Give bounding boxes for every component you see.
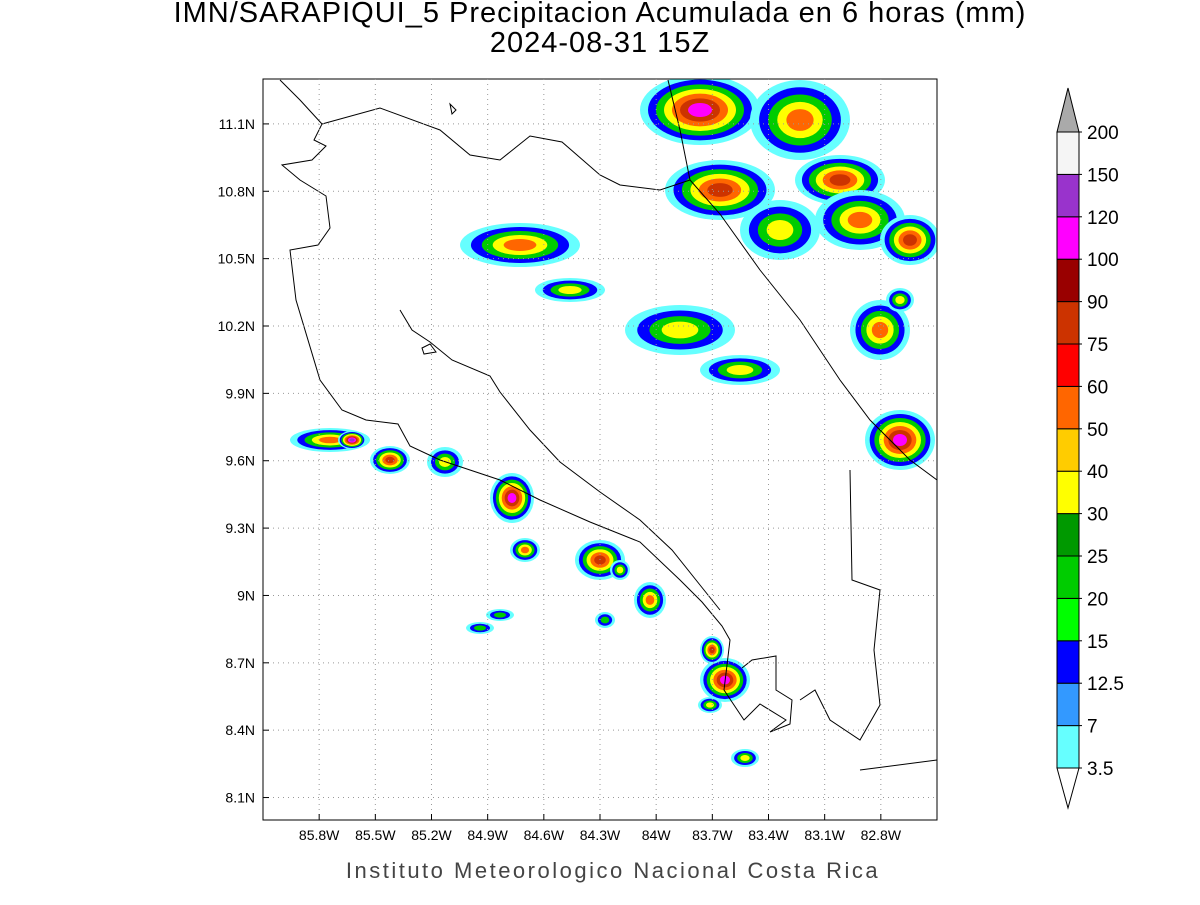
y-tick-label: 8.4N [225, 722, 255, 738]
colorbar-swatch [1056, 725, 1080, 769]
chart-subtitle: 2024-08-31 15Z [490, 27, 710, 59]
colorbar-label: 75 [1087, 335, 1108, 356]
precip-contour [503, 239, 537, 251]
border [321, 107, 691, 191]
precip-contour [645, 595, 655, 605]
colorbar-label: 40 [1087, 462, 1108, 483]
colorbar-swatch [1056, 258, 1080, 303]
colorbar-swatch [1056, 555, 1080, 599]
colorbar-swatch [1056, 131, 1080, 175]
colorbar-label: 90 [1087, 293, 1108, 314]
footer: Instituto Meteorologico Nacional Costa R… [346, 858, 880, 883]
y-tick-label: 8.7N [225, 655, 255, 671]
colorbar-swatch [1056, 597, 1080, 642]
coastline [399, 309, 721, 611]
precip-contour [494, 612, 506, 618]
x-tick-label: 84.3W [580, 827, 621, 843]
colorbar-swatch [1056, 343, 1080, 387]
colorbar-swatch [1056, 428, 1080, 472]
precip-contour [558, 286, 582, 294]
x-tick-label: 83.4W [748, 827, 789, 843]
colorbar-label: 200 [1087, 123, 1119, 144]
y-tick-label: 10.8N [218, 183, 255, 199]
colorbar-swatch [1056, 301, 1080, 345]
x-tick-label: 83.7W [692, 827, 733, 843]
precip-contour [829, 174, 851, 186]
coastlines [279, 79, 937, 771]
colorbar-swatch [1056, 216, 1080, 260]
island [421, 102, 457, 355]
precip-contour [474, 625, 486, 631]
colorbar-under [1056, 767, 1080, 810]
colorbar-label: 3.5 [1087, 759, 1113, 780]
precip-contour [893, 434, 907, 446]
precip-contour [871, 321, 889, 339]
precip-contour [507, 493, 517, 503]
colorbar-swatch [1056, 682, 1080, 727]
colorbar-label: 30 [1087, 505, 1108, 526]
colorbar-label: 20 [1087, 589, 1108, 610]
y-tick-label: 11.1N [219, 116, 255, 132]
coastline [859, 759, 937, 771]
coastline [667, 79, 937, 481]
precip-contour [616, 566, 624, 574]
precip-contour [707, 183, 733, 197]
y-tick-label: 9N [237, 587, 255, 603]
y-tick-label: 10.2N [218, 318, 255, 334]
colorbar-label: 60 [1087, 377, 1108, 398]
precip-contour [600, 616, 610, 624]
colorbar-label: 7 [1087, 717, 1098, 738]
colorbar-label: 25 [1087, 547, 1108, 568]
colorbar-label: 12.5 [1087, 674, 1124, 695]
precip-contour [520, 546, 530, 554]
precip-contour [847, 211, 873, 229]
x-tick-label: 85.5W [355, 827, 396, 843]
x-tick-label: 85.2W [411, 827, 452, 843]
x-tick-label: 83.1W [804, 827, 845, 843]
colorbar-swatch [1056, 385, 1080, 430]
x-tick-label: 84.6W [524, 827, 565, 843]
precip-contour [766, 220, 794, 240]
border [799, 469, 881, 741]
y-tick-label: 8.1N [225, 790, 255, 806]
precip-contour [726, 365, 754, 375]
chart-title: IMN/SARAPIQUI_5 Precipitacion Acumulada … [174, 0, 1027, 29]
precip-contour [661, 321, 699, 339]
x-tick-label: 82.8W [861, 827, 902, 843]
colorbar-swatch [1056, 513, 1080, 557]
precip-contour [349, 438, 355, 442]
precip-contour [786, 109, 814, 131]
colorbar-label: 50 [1087, 420, 1108, 441]
y-tick-label: 9.9N [225, 385, 255, 401]
y-tick-label: 10.5N [218, 251, 255, 267]
colorbar-label: 100 [1087, 250, 1119, 271]
y-tick-label: 9.6N [225, 453, 255, 469]
colorbar-over [1056, 87, 1080, 133]
y-tick-label: 9.3N [225, 520, 255, 536]
precipitation-field [290, 79, 937, 767]
precip-contour [706, 702, 714, 708]
precip-contour [903, 234, 917, 246]
colorbar-label: 120 [1087, 208, 1119, 229]
precip-contour [740, 755, 750, 761]
x-tick-label: 84W [642, 827, 672, 843]
coastline [279, 79, 793, 733]
colorbar-label: 15 [1087, 632, 1108, 653]
precip-contour [319, 436, 341, 444]
colorbar-label: 150 [1087, 165, 1119, 186]
precip-contour [895, 296, 905, 304]
colorbar-swatch [1056, 640, 1080, 684]
precip-contour [385, 456, 395, 464]
x-tick-label: 84.9W [467, 827, 508, 843]
precip-contour [688, 103, 712, 117]
precip-contour [709, 646, 715, 654]
colorbar-swatch [1056, 470, 1080, 515]
x-tick-label: 85.8W [299, 827, 340, 843]
colorbar-swatch [1056, 173, 1080, 218]
